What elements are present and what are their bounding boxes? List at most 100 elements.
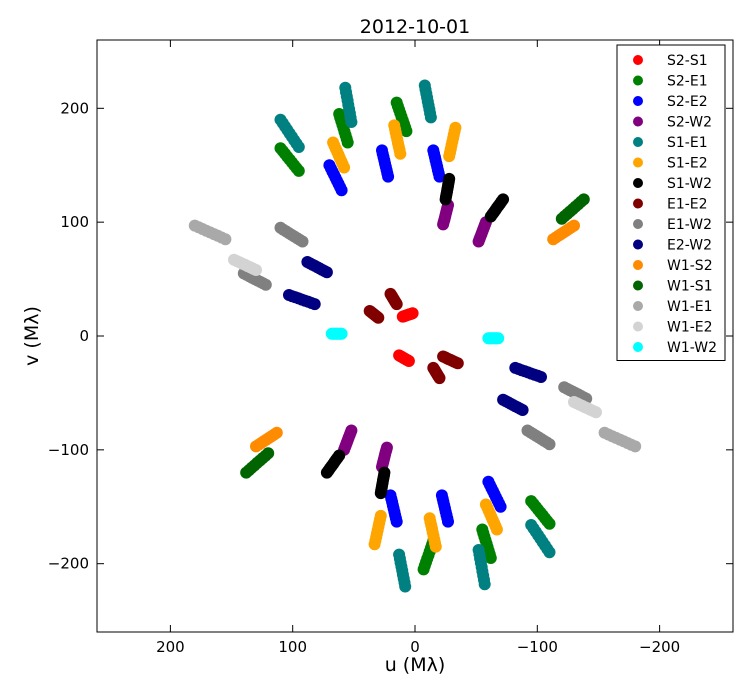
y-tick-label-3: −100: [48, 441, 89, 459]
legend-marker-S1-E1: [633, 137, 643, 147]
data-point-S2-E1-4-8: [484, 552, 497, 564]
data-point-S2-E2-5-8: [494, 500, 507, 513]
series-S2-E2: [323, 144, 507, 528]
data-point-S2-W2-1-8: [472, 235, 485, 248]
legend-label-S2-E2: S2-E2: [667, 94, 708, 110]
data-point-S1-W2-0-8: [439, 193, 452, 206]
legend-marker-W1-S1: [633, 280, 643, 291]
data-point-W1-S2-0-8: [568, 219, 580, 232]
y-axis-label: v (Mλ): [21, 306, 43, 366]
legend-marker-S1-E2: [633, 157, 643, 168]
data-point-E2-W2-0-8: [320, 266, 333, 279]
data-point-W1-S1-0-8: [577, 193, 590, 206]
x-tick-label-0: 200: [156, 638, 185, 656]
data-point-S1-W2-3-8: [374, 487, 387, 500]
data-point-S1-E2-5-8: [490, 523, 503, 536]
x-axis-label: u (Mλ): [385, 654, 446, 676]
data-point-S2-E2-1-8: [382, 170, 395, 183]
legend-marker-W1-S2: [633, 260, 643, 270]
data-point-S2-E2-2-8: [433, 170, 446, 183]
legend-marker-S2-W2: [633, 116, 643, 127]
data-point-S1-E1-2-8: [424, 111, 437, 124]
data-point-S1-E1-3-8: [399, 580, 412, 593]
data-point-S1-E1-5-8: [543, 546, 556, 559]
data-point-E1-W2-0-8: [296, 235, 309, 248]
data-point-W1-S1-1-8: [262, 447, 275, 460]
x-tick-label-4: −200: [639, 638, 680, 656]
legend-label-S2-S1: S2-S1: [667, 53, 708, 69]
data-point-S2-S1-0-8: [396, 310, 409, 323]
data-point-W1-W2-0-8: [335, 327, 348, 340]
data-point-S1-E2-2-8: [443, 150, 456, 163]
data-point-S1-W2-1-8: [484, 210, 497, 223]
data-point-W1-E1-0-8: [219, 233, 232, 246]
data-point-S1-W2-2-8: [320, 466, 333, 479]
legend-marker-S2-E1: [633, 75, 643, 86]
data-point-S2-E2-0-8: [335, 184, 348, 197]
series-W1-E1: [188, 219, 642, 453]
data-point-S1-E1-0-8: [292, 141, 305, 153]
legend-marker-E1-W2: [633, 219, 643, 229]
series-S1-W2: [320, 172, 510, 500]
series-S2-S1: [393, 307, 419, 367]
data-point-S2-E2-4-8: [442, 515, 454, 528]
axes-layer: 200 100 0 −100 −200 200 100 0 −100 −200: [48, 40, 733, 656]
data-point-S1-E1-4-8: [478, 578, 491, 591]
y-tick-label-2: 0: [79, 327, 89, 345]
legend: S2-S1 S2-E1 S2-E2 S2-W2 S1-E1 S1-E2 S1-W2 E1-E2…: [616, 44, 726, 361]
legend-label-W1-S1: W1-S1: [667, 279, 713, 295]
data-point-S1-E2-0-8: [338, 161, 351, 174]
x-tick-label-2: 0: [410, 638, 420, 656]
legend-label-E1-E2: E1-E2: [667, 197, 708, 213]
legend-label-S1-W2: S1-W2: [667, 176, 712, 192]
legend-marker-W1-E2: [633, 321, 643, 332]
legend-label-W1-E2: W1-E2: [667, 320, 713, 336]
legend-label-S1-E1: S1-E1: [667, 135, 708, 151]
legend-label-E1-W2: E1-W2: [667, 217, 712, 233]
data-layer: [188, 79, 642, 593]
data-point-E1-W2-3-8: [543, 438, 556, 451]
legend-label-W1-W2: W1-W2: [667, 340, 717, 356]
legend-label-E2-W2: E2-W2: [667, 238, 712, 254]
series-W1-W2: [325, 327, 505, 345]
y-tick-label-4: −200: [48, 555, 89, 573]
legend-marker-W1-E1: [633, 301, 643, 311]
data-point-S2-W2-0-8: [437, 218, 450, 231]
legend-label-W1-S2: W1-S2: [667, 258, 713, 274]
series-S1-E2: [327, 119, 503, 553]
series-E2-W2: [283, 256, 547, 416]
data-point-W1-W2-1-8: [492, 332, 505, 345]
data-point-E1-E2-0-8: [390, 298, 403, 311]
legend-marker-W1-W2: [633, 342, 643, 352]
legend-label-W1-E1: W1-E1: [667, 299, 713, 315]
data-point-S1-E2-4-8: [429, 540, 442, 553]
data-point-W1-E1-1-8: [629, 440, 642, 453]
y-tick-label-0: 200: [60, 99, 89, 117]
data-point-E2-W2-3-8: [516, 404, 529, 416]
data-point-E1-W2-1-8: [259, 278, 272, 291]
data-point-W1-E2-1-8: [590, 406, 602, 419]
legend-marker-E2-W2: [633, 239, 643, 250]
legend-marker-S2-E2: [633, 96, 643, 106]
series-W1-E2: [228, 253, 602, 419]
y-tick-label-1: 100: [60, 213, 89, 231]
data-point-S2-E1-5-8: [543, 517, 556, 530]
legend-marker-S2-S1: [633, 55, 643, 65]
legend-label-S2-W2: S2-W2: [667, 115, 712, 131]
x-tick-label-3: −100: [517, 638, 558, 656]
data-point-E2-W2-2-8: [535, 371, 547, 383]
data-point-S2-E1-1-8: [341, 136, 354, 149]
data-point-S2-E1-0-8: [292, 164, 305, 177]
legend-label-S1-E2: S1-E2: [667, 156, 708, 172]
legend-marker-E1-E2: [633, 198, 643, 209]
data-point-S2-S1-1-8: [402, 355, 415, 367]
series-S2-E1: [274, 96, 556, 576]
series-E1-E2: [363, 287, 464, 385]
chart-title: 2012-10-01: [360, 16, 470, 38]
series-W1-S1: [240, 193, 590, 479]
data-point-S2-E2-3-8: [390, 515, 403, 528]
data-point-S1-E1-1-8: [345, 116, 358, 128]
data-point-S1-E2-1-8: [394, 147, 407, 160]
legend-marker-S1-W2: [633, 178, 643, 188]
